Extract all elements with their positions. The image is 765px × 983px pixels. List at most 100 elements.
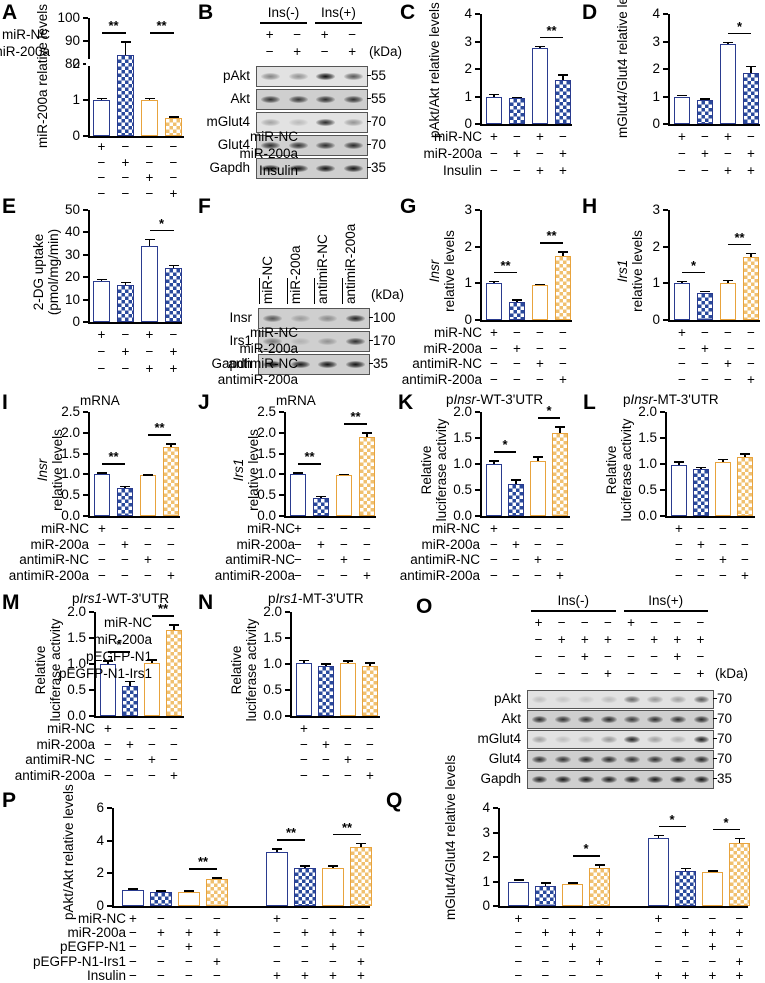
condition-value: −: [513, 356, 521, 371]
error-bar-cap: [328, 865, 338, 868]
condition-value: −: [167, 552, 175, 567]
significance-line: [540, 242, 563, 244]
panel-letter-o: O: [416, 595, 433, 618]
condition-value: −: [701, 325, 709, 340]
y-tick-label: 0.5: [61, 487, 80, 503]
y-tick-label: 0: [464, 116, 472, 131]
significance-star: *: [583, 841, 589, 857]
significance-star: **: [304, 449, 315, 465]
blot-band: [624, 735, 640, 744]
condition-value: +: [654, 967, 663, 983]
blot-band: [647, 715, 664, 724]
condition-value: −: [490, 340, 498, 356]
condition-value: −: [145, 154, 154, 170]
axis-break: [86, 59, 93, 66]
y-tick-label: 1.0: [67, 656, 86, 671]
mw-tick: [369, 316, 373, 319]
condition-value: −: [294, 552, 302, 567]
condition-value: −: [144, 536, 152, 552]
condition-value: −: [654, 925, 663, 941]
error-bar: [515, 479, 517, 484]
panel-letter-b: B: [198, 1, 214, 24]
condition-value: −: [557, 649, 566, 664]
blot-row: [527, 710, 714, 729]
bar: [729, 843, 750, 906]
condition-value: −: [294, 536, 302, 552]
mw-label: 70: [717, 750, 733, 766]
blot-row-label: Glut4: [488, 750, 521, 766]
x-axis-n: [290, 716, 380, 718]
error-bar-cap: [700, 290, 710, 293]
condition-value: −: [490, 536, 498, 552]
condition-value: +: [673, 649, 682, 664]
condition-value: −: [300, 767, 308, 783]
condition-value: −: [534, 666, 543, 681]
y-axis-d: [668, 14, 670, 126]
bar: [486, 96, 502, 124]
condition-label: Insulin: [86, 967, 126, 983]
significance-line: [494, 451, 516, 453]
condition-value: −: [675, 567, 683, 583]
condition-value: −: [541, 967, 550, 983]
mw-label: 70: [371, 136, 387, 152]
condition-value: −: [490, 552, 498, 567]
condition-value: +: [357, 967, 365, 983]
blot-band: [693, 735, 710, 744]
condition-value: +: [536, 356, 544, 371]
condition-value: +: [708, 925, 717, 941]
bar: [178, 891, 200, 906]
blot-band: [345, 337, 365, 346]
condition-value: −: [580, 615, 589, 630]
x-axis-d: [668, 124, 760, 126]
error-bar-cap: [128, 888, 138, 890]
panel-letter-j: J: [198, 391, 210, 414]
error-bar-cap: [512, 96, 522, 99]
condition-value: −: [121, 567, 129, 583]
significance-line: [108, 651, 130, 653]
significance-line: [538, 417, 560, 419]
bar: [743, 72, 759, 124]
condition-value: +: [301, 967, 309, 983]
panel-letter-m: M: [2, 591, 20, 614]
panel-letter-i: I: [2, 391, 8, 414]
error-bar-cap: [533, 456, 543, 458]
y-tick-label: 0.0: [61, 508, 80, 523]
condition-value: −: [708, 953, 717, 969]
condition-value: −: [317, 521, 325, 536]
condition-value: −: [701, 129, 709, 144]
condition-value: +: [121, 154, 130, 170]
bar: [313, 498, 329, 516]
condition-value: +: [490, 521, 498, 536]
condition-value: −: [300, 752, 308, 767]
y-tick-label: 0.5: [257, 487, 276, 503]
blot-row-label: Gapdh: [209, 159, 250, 175]
bar: [117, 285, 134, 322]
y-tick-label: 2: [464, 61, 472, 76]
condition-value: −: [534, 521, 542, 536]
condition-value: −: [559, 129, 567, 144]
error-bar-cap: [299, 659, 309, 662]
condition-label: miR-200a: [36, 736, 95, 752]
blot-band: [601, 775, 617, 784]
condition-value: −: [514, 939, 523, 955]
panel-title-k: pInsr-WT-3'UTR: [446, 392, 544, 407]
condition-value: −: [568, 967, 577, 983]
error-bar-cap: [489, 93, 499, 96]
condition-value: −: [541, 953, 550, 969]
error-bar-cap: [272, 848, 282, 850]
condition-value: −: [678, 356, 686, 371]
lane-label: antimiR-200a: [342, 223, 358, 304]
condition-value: +: [348, 44, 357, 59]
condition-label: miR-NC: [434, 325, 482, 340]
y-tick-label: 1.5: [638, 430, 657, 445]
condition-value: −: [541, 939, 550, 955]
bar: [737, 456, 753, 516]
condition-value: −: [534, 567, 542, 583]
error-bar-cap: [558, 251, 568, 253]
mw-tick: [713, 697, 717, 700]
mw-label: 55: [371, 90, 387, 106]
error-bar: [129, 680, 131, 686]
bar: [150, 892, 172, 906]
condition-value: −: [556, 521, 564, 536]
